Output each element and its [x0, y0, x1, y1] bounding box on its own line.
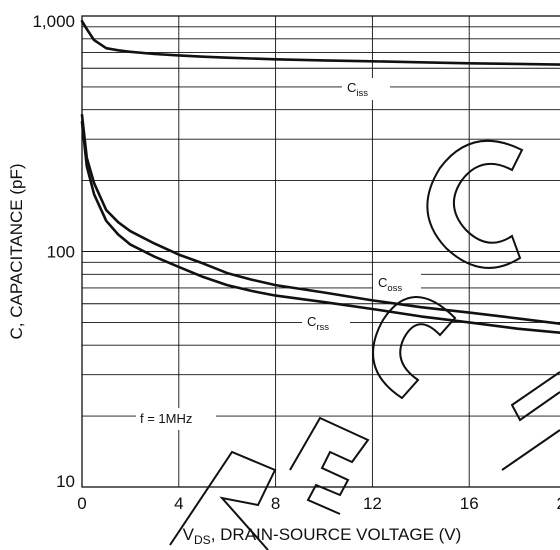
curve-C-iss [80, 19, 560, 66]
frequency-annotation: f = 1MHz [140, 411, 192, 426]
label-mask [302, 312, 350, 334]
x-axis-title: VDS, DRAIN-SOURCE VOLTAGE (V) [183, 525, 462, 547]
chart-ticks: 0 4 8 12 16 20 1,000 100 10 [32, 12, 560, 513]
label-mask [136, 408, 216, 430]
label-mask [373, 273, 421, 295]
watermark-stroke [510, 371, 560, 422]
watermark-stroke [289, 416, 370, 515]
x-tick-label: 20 [557, 494, 560, 513]
watermark-stroke [372, 296, 457, 400]
y-tick-label: 100 [47, 243, 75, 262]
watermark-stroke [501, 429, 560, 471]
x-tick-label: 8 [271, 494, 280, 513]
x-tick-label: 4 [174, 494, 183, 513]
y-axis-title: C, CAPACITANCE (pF) [7, 164, 26, 340]
y-tick-label: 10 [56, 472, 75, 491]
curve-C-rss [80, 120, 560, 334]
curve-C-oss [80, 113, 560, 326]
chart-axis-titles: VDS, DRAIN-SOURCE VOLTAGE (V) C, CAPACITA… [7, 164, 461, 548]
watermark [169, 139, 560, 550]
x-tick-label: 12 [363, 494, 382, 513]
x-tick-label: 0 [77, 494, 86, 513]
x-tick-label: 16 [460, 494, 479, 513]
chart-curves [80, 19, 560, 334]
watermark-stroke [426, 139, 524, 269]
y-tick-label: 1,000 [32, 12, 75, 31]
label-mask [342, 78, 390, 100]
